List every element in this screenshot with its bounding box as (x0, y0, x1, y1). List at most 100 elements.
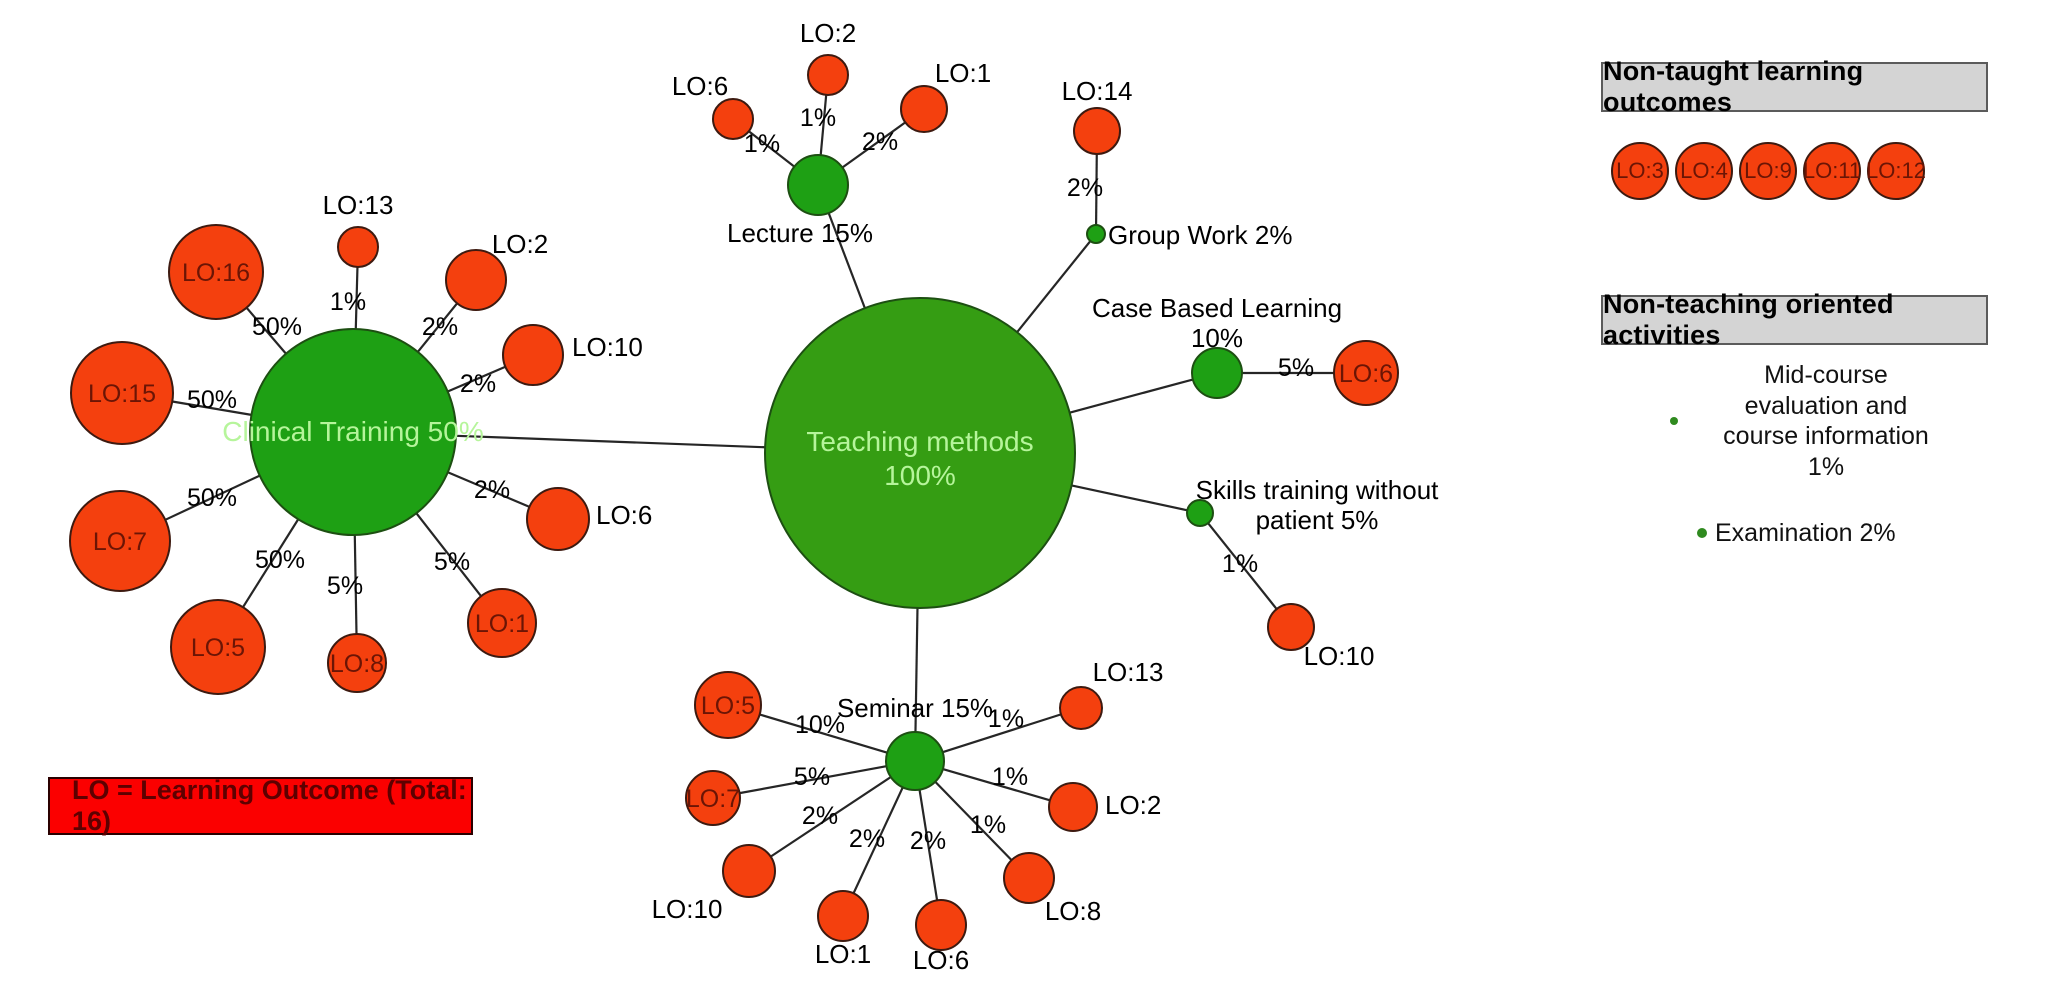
learning-outcome-node[interactable] (722, 844, 776, 898)
learning-outcome-node[interactable] (1003, 852, 1055, 904)
lo-label-seminar-LO5: LO:5 (701, 692, 755, 720)
lo-label-seminar-LO7: LO:7 (686, 785, 740, 813)
edge-percent-lecture-LO2: 1% (800, 104, 836, 132)
legend-non-teaching-title: Non-teaching oriented activities (1603, 289, 1894, 350)
edge-seminar-to-LO8 (934, 781, 1013, 861)
teaching-method-node[interactable] (885, 731, 945, 791)
edge-percent-seminar-LO10: 2% (802, 802, 838, 830)
learning-outcome-node[interactable] (337, 226, 379, 268)
edge-percent-clinical-training-LO5: 50% (255, 546, 305, 574)
learning-outcome-node[interactable] (694, 671, 762, 739)
edge-percent-clinical-training-LO6: 2% (474, 476, 510, 504)
edge-root-to-skills-training-without-patient (1071, 484, 1188, 512)
green-dot-icon (1697, 528, 1707, 539)
learning-outcome-node[interactable] (70, 341, 174, 445)
edge-root-to-clinical-training (455, 434, 766, 449)
legend-non-taught-title: Non-taught learning outcomes (1603, 56, 1864, 117)
lo-chip: LO:9 (1739, 142, 1797, 200)
edge-percent-lecture-LO6: 1% (744, 130, 780, 158)
edge-percent-skills-training-without-patient-LO10: 1% (1222, 550, 1258, 578)
lo-label-seminar-LO10: LO:10 (652, 894, 723, 924)
method-label-lecture: Lecture 15% (727, 218, 873, 248)
edges-layer (164, 94, 1334, 901)
lo-label-clinical-training-LO13: LO:13 (323, 190, 394, 220)
learning-outcome-node[interactable] (445, 249, 507, 311)
legend-activity-examination: Examination 2% (1697, 518, 1896, 549)
lo-label-clinical-training-LO2: LO:2 (492, 229, 548, 259)
learning-outcome-node[interactable] (1048, 782, 1098, 832)
learning-outcome-node[interactable] (1059, 686, 1103, 730)
learning-outcome-node[interactable] (915, 899, 967, 951)
edge-clinical-training-to-LO6 (447, 471, 530, 508)
edge-root-to-group-work (1016, 240, 1092, 333)
lo-label-skills-training-without-patient-LO10: LO:10 (1304, 641, 1375, 671)
lo-label-seminar-LO8: LO:8 (1045, 896, 1101, 926)
edge-percent-clinical-training-LO10: 2% (460, 370, 496, 398)
learning-outcome-node[interactable] (327, 633, 387, 693)
method-label-clinical-training: Clinical Training 50% (222, 416, 483, 447)
method-label-group-work: Group Work 2% (1108, 220, 1292, 250)
edge-root-to-lecture (827, 212, 866, 309)
edge-root-to-case-based-learning (1069, 378, 1194, 414)
method-label-skills-training-without-patient-line1: Skills training without (1196, 475, 1440, 505)
legend-non-teaching-header: Non-teaching oriented activities (1601, 289, 1988, 350)
legend-activity-examination-label: Examination 2% (1715, 519, 1896, 547)
teaching-method-node[interactable] (1186, 499, 1214, 527)
method-label-case-based-learning-line2: 10% (1191, 323, 1243, 353)
learning-outcome-node[interactable] (900, 85, 948, 133)
learning-outcome-node[interactable] (807, 54, 849, 96)
edge-percent-seminar-LO1: 2% (849, 825, 885, 853)
learning-outcome-node[interactable] (1267, 603, 1315, 651)
learning-outcome-node[interactable] (69, 490, 171, 592)
lo-label-clinical-training-LO7: LO:7 (93, 528, 147, 556)
teaching-method-node[interactable] (787, 154, 849, 216)
learning-outcome-node[interactable] (170, 599, 266, 695)
learning-outcome-node[interactable] (502, 324, 564, 386)
lo-label-seminar-LO6: LO:6 (913, 945, 969, 975)
edge-lecture-to-LO6 (748, 130, 795, 168)
lo-label-lecture-LO6: LO:6 (672, 71, 728, 101)
teaching-method-node[interactable] (1086, 224, 1106, 244)
edge-percent-clinical-training-LO2: 2% (422, 313, 458, 341)
green-dot-icon (1670, 417, 1678, 425)
edge-seminar-to-LO2 (942, 768, 1051, 802)
lo-label-clinical-training-LO10: LO:10 (572, 332, 643, 362)
edge-percent-seminar-LO13: 1% (988, 705, 1024, 733)
edge-lecture-to-LO1 (841, 121, 906, 169)
legend-lo-key: LO = Learning Outcome (Total: 16) (48, 775, 473, 836)
learning-outcome-node[interactable] (1333, 340, 1399, 406)
edge-root-to-seminar (914, 607, 919, 733)
root-node-teaching-methods[interactable] (764, 297, 1076, 609)
method-label-case-based-learning-line1: Case Based Learning (1092, 293, 1342, 323)
lo-label-lecture-LO1: LO:1 (935, 58, 991, 88)
lo-label-seminar-LO1: LO:1 (815, 939, 871, 969)
edge-percent-group-work-LO14: 2% (1067, 174, 1103, 202)
edge-percent-seminar-LO7: 5% (794, 763, 830, 791)
root-node-label-line2: 100% (884, 460, 956, 491)
teaching-method-node[interactable] (1191, 347, 1243, 399)
edge-percent-case-based-learning-LO6: 5% (1278, 354, 1314, 382)
learning-outcome-node[interactable] (526, 487, 590, 551)
legend-activity-mid-course: Mid-course evaluation and course informa… (1670, 360, 1990, 482)
learning-outcome-node[interactable] (817, 890, 869, 942)
learning-outcome-node[interactable] (685, 770, 741, 826)
learning-outcome-node[interactable] (467, 588, 537, 658)
legend-non-taught-header: Non-taught learning outcomes (1601, 56, 1988, 117)
edge-seminar-to-LO5 (759, 713, 888, 754)
lo-label-clinical-training-LO5: LO:5 (191, 634, 245, 662)
teaching-method-node[interactable] (249, 328, 457, 536)
edge-seminar-to-LO13 (942, 713, 1062, 754)
learning-outcome-node[interactable] (168, 224, 264, 320)
lo-label-seminar-LO2: LO:2 (1105, 790, 1161, 820)
edge-clinical-training-to-LO15 (172, 400, 252, 416)
edge-clinical-training-to-LO7 (164, 474, 261, 521)
lo-label-lecture-LO2: LO:2 (800, 18, 856, 48)
edge-clinical-training-to-LO8 (353, 534, 358, 635)
method-label-skills-training-without-patient-line2: patient 5% (1256, 505, 1379, 535)
edge-seminar-to-LO7 (739, 765, 887, 795)
learning-outcome-node[interactable] (1073, 107, 1121, 155)
learning-outcome-node[interactable] (712, 98, 754, 140)
root-node-label-line1: Teaching methods (806, 426, 1033, 457)
